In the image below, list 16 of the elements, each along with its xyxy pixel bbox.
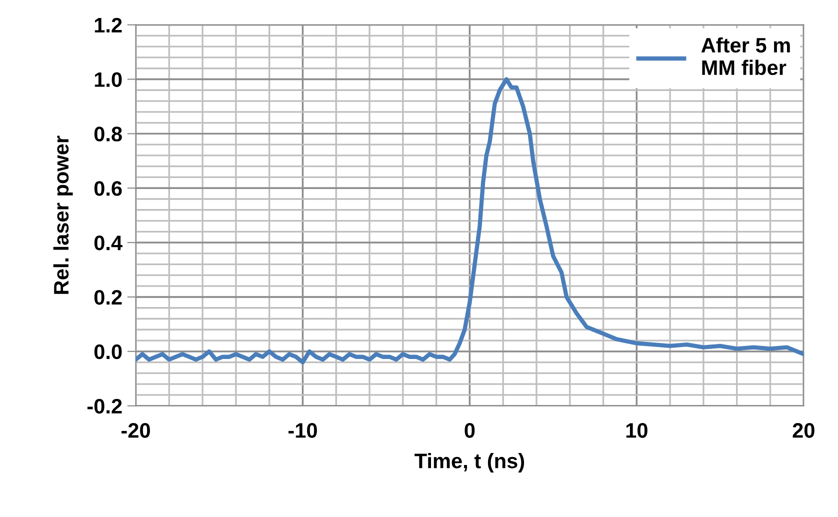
x-tick-label: -20	[122, 423, 150, 438]
y-tick-label: 0.8	[94, 126, 122, 142]
y-tick-label: 0.6	[94, 181, 122, 196]
x-axis-title: Time, t (ns)	[414, 453, 524, 472]
y-tick-label: 1.0	[94, 72, 122, 88]
y-tick-label: 0.2	[94, 290, 122, 305]
y-axis-title: Rel. laser power	[53, 136, 73, 294]
legend-label: After 5 m MM fiber	[701, 37, 790, 76]
x-tick-label: -10	[288, 423, 317, 438]
y-tick-label: 0.4	[94, 236, 122, 250]
y-tick-label: -0.2	[87, 398, 122, 414]
y-tick-label: 0.0	[94, 344, 122, 360]
y-tick-label: 1.2	[94, 18, 122, 32]
x-tick-label: 10	[626, 423, 648, 438]
x-tick-label: 0	[464, 423, 475, 438]
x-tick-label: 20	[792, 423, 814, 438]
